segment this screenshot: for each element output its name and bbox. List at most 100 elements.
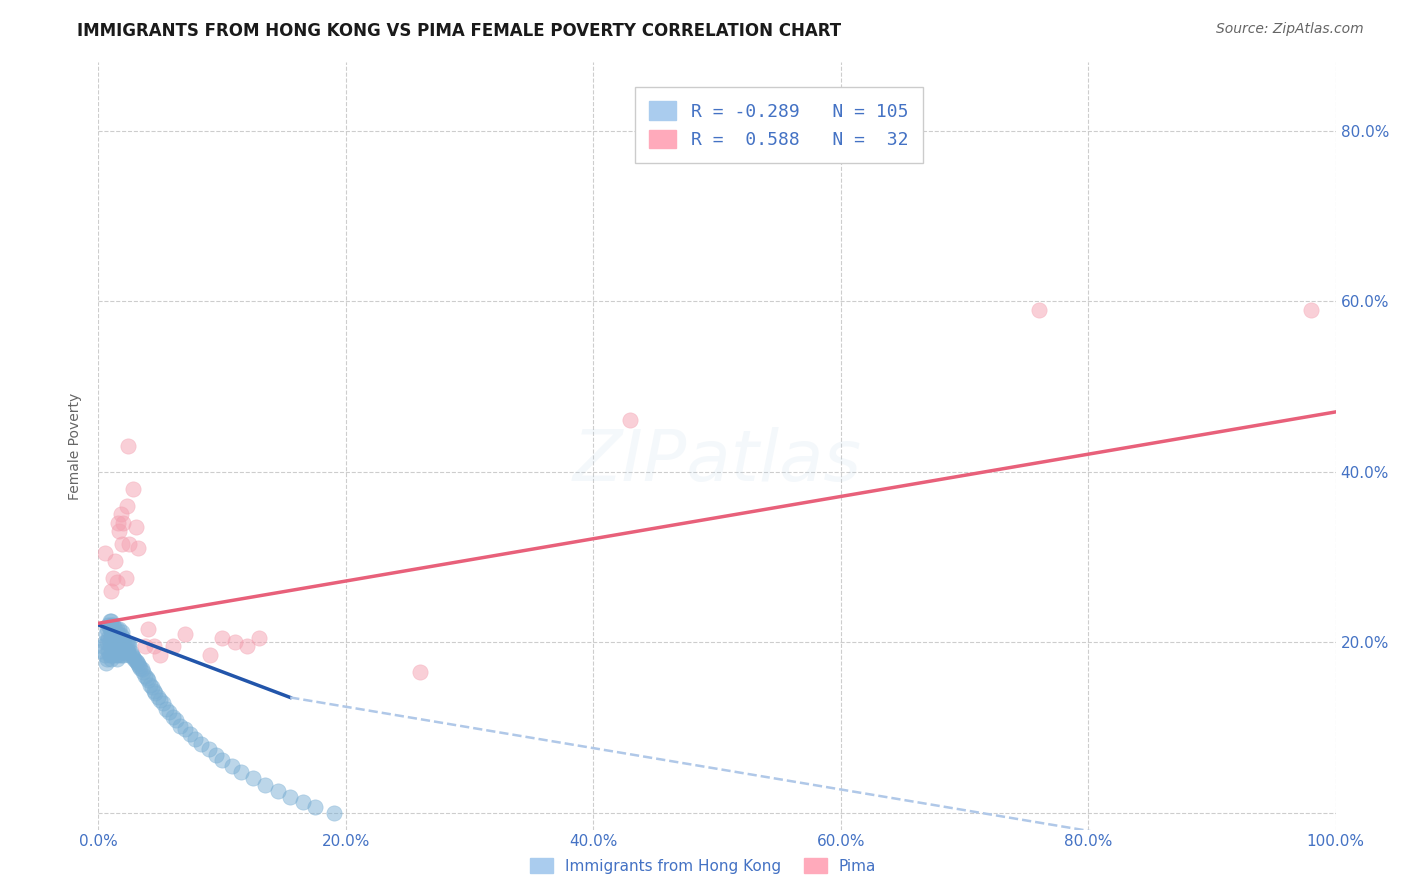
Point [110,507,132,521]
Point [205,747,228,762]
Point [122,650,145,665]
Point [100,583,122,598]
Point [97,618,120,632]
Point [143,683,166,698]
Point [278,790,301,805]
Point [291,795,314,809]
Point [104,640,127,654]
Point [112,640,135,654]
Point [100,640,122,654]
Point [103,640,125,654]
Point [141,680,163,694]
Point [247,631,270,645]
Point [104,648,127,662]
Point [105,622,128,636]
Point [111,643,134,657]
Point [108,622,131,636]
Point [101,635,124,649]
Point [114,571,136,585]
Point [108,524,131,539]
Point [197,742,219,756]
Point [118,648,141,662]
Point [100,614,122,628]
Point [267,784,290,798]
Point [236,640,259,654]
Point [114,643,136,657]
Point [115,637,138,651]
Point [94,657,117,671]
Point [111,537,134,551]
Point [103,626,125,640]
Point [96,635,118,649]
Point [98,648,121,662]
Point [97,631,120,645]
Point [112,635,135,649]
Point [112,648,135,662]
Legend: R = -0.289   N = 105, R =  0.588   N =  32: R = -0.289 N = 105, R = 0.588 N = 32 [636,87,922,163]
Point [1299,302,1322,317]
Point [224,635,246,649]
Point [105,640,128,654]
Point [211,631,233,645]
Point [105,652,128,666]
Point [120,645,142,659]
Point [184,732,207,747]
Point [143,686,166,700]
Point [162,640,184,654]
Point [1028,302,1050,317]
Point [105,575,128,590]
Point [111,635,134,649]
Point [124,520,146,534]
Point [94,626,117,640]
Point [409,665,432,679]
Point [134,640,156,654]
Point [118,537,141,551]
Point [115,499,138,513]
Point [117,637,139,651]
Point [108,643,131,657]
Point [254,778,277,792]
Point [322,805,344,820]
Point [96,622,118,636]
Point [100,631,122,645]
Point [103,643,125,657]
Point [124,652,146,666]
Point [98,635,121,649]
Point [117,645,139,659]
Point [100,652,122,666]
Point [115,645,138,659]
Point [101,626,124,640]
Point [135,671,157,685]
Point [110,640,132,654]
Point [118,639,141,653]
Text: IMMIGRANTS FROM HONG KONG VS PIMA FEMALE POVERTY CORRELATION CHART: IMMIGRANTS FROM HONG KONG VS PIMA FEMALE… [77,22,841,40]
Point [619,413,641,427]
Point [190,737,212,751]
Point [127,657,149,672]
Legend: Immigrants from Hong Kong, Pima: Immigrants from Hong Kong, Pima [523,852,883,880]
Point [198,648,221,662]
Point [107,626,129,640]
Point [169,718,191,732]
Point [134,669,156,683]
Point [149,693,172,707]
Point [93,635,115,649]
Y-axis label: Female Poverty: Female Poverty [69,392,83,500]
Point [221,758,243,772]
Point [155,701,177,715]
Point [229,764,252,779]
Point [117,439,139,453]
Point [98,622,121,636]
Point [174,626,197,640]
Point [304,800,326,814]
Point [105,631,128,645]
Point [98,614,121,628]
Point [127,541,149,556]
Point [242,772,264,786]
Point [128,659,150,673]
Point [110,628,132,642]
Point [93,648,115,662]
Point [136,673,159,688]
Point [121,648,143,662]
Point [179,727,201,741]
